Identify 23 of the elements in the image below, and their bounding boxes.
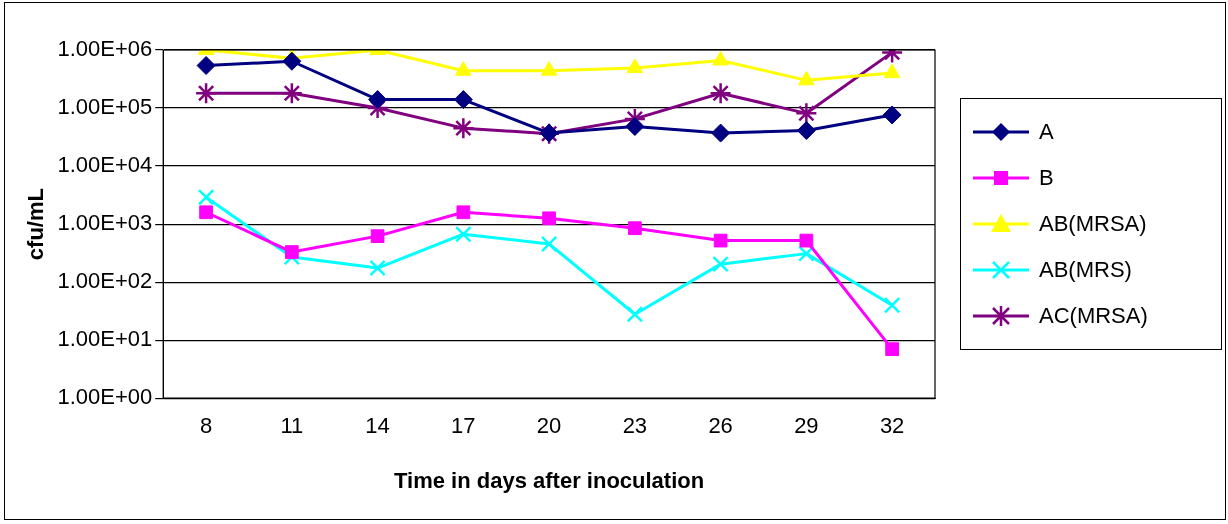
legend-label: AC(MRSA) — [1039, 303, 1148, 329]
x-tick-label: 26 — [708, 413, 733, 439]
x-tick-label: 29 — [794, 413, 819, 439]
y-tick-label: 1.00E+04 — [57, 152, 153, 178]
legend-label: A — [1039, 119, 1054, 145]
legend-label: B — [1039, 165, 1054, 191]
x-tick-label: 14 — [365, 413, 390, 439]
x-tick-label: 23 — [622, 413, 648, 439]
x-tick-label: 11 — [280, 413, 304, 439]
y-tick-label: 1.00E+02 — [57, 268, 153, 294]
legend-label: AB(MRSA) — [1039, 211, 1147, 237]
x-tick-label: 17 — [451, 413, 476, 439]
y-tick-label: 1.00E+05 — [57, 94, 153, 120]
y-tick-label: 1.00E+03 — [57, 210, 153, 236]
x-tick-label: 20 — [536, 413, 562, 439]
y-tick-label: 1.00E+01 — [57, 326, 153, 352]
y-tick-label: 1.00E+06 — [57, 36, 153, 62]
x-axis-title: Time in days after inoculation — [394, 467, 705, 493]
y-tick-label: 1.00E+00 — [57, 384, 153, 410]
x-tick-label: 8 — [199, 413, 213, 439]
y-axis-title: cfu/mL — [23, 188, 49, 261]
x-tick-label: 32 — [879, 413, 905, 439]
legend-label: AB(MRS) — [1039, 257, 1132, 283]
